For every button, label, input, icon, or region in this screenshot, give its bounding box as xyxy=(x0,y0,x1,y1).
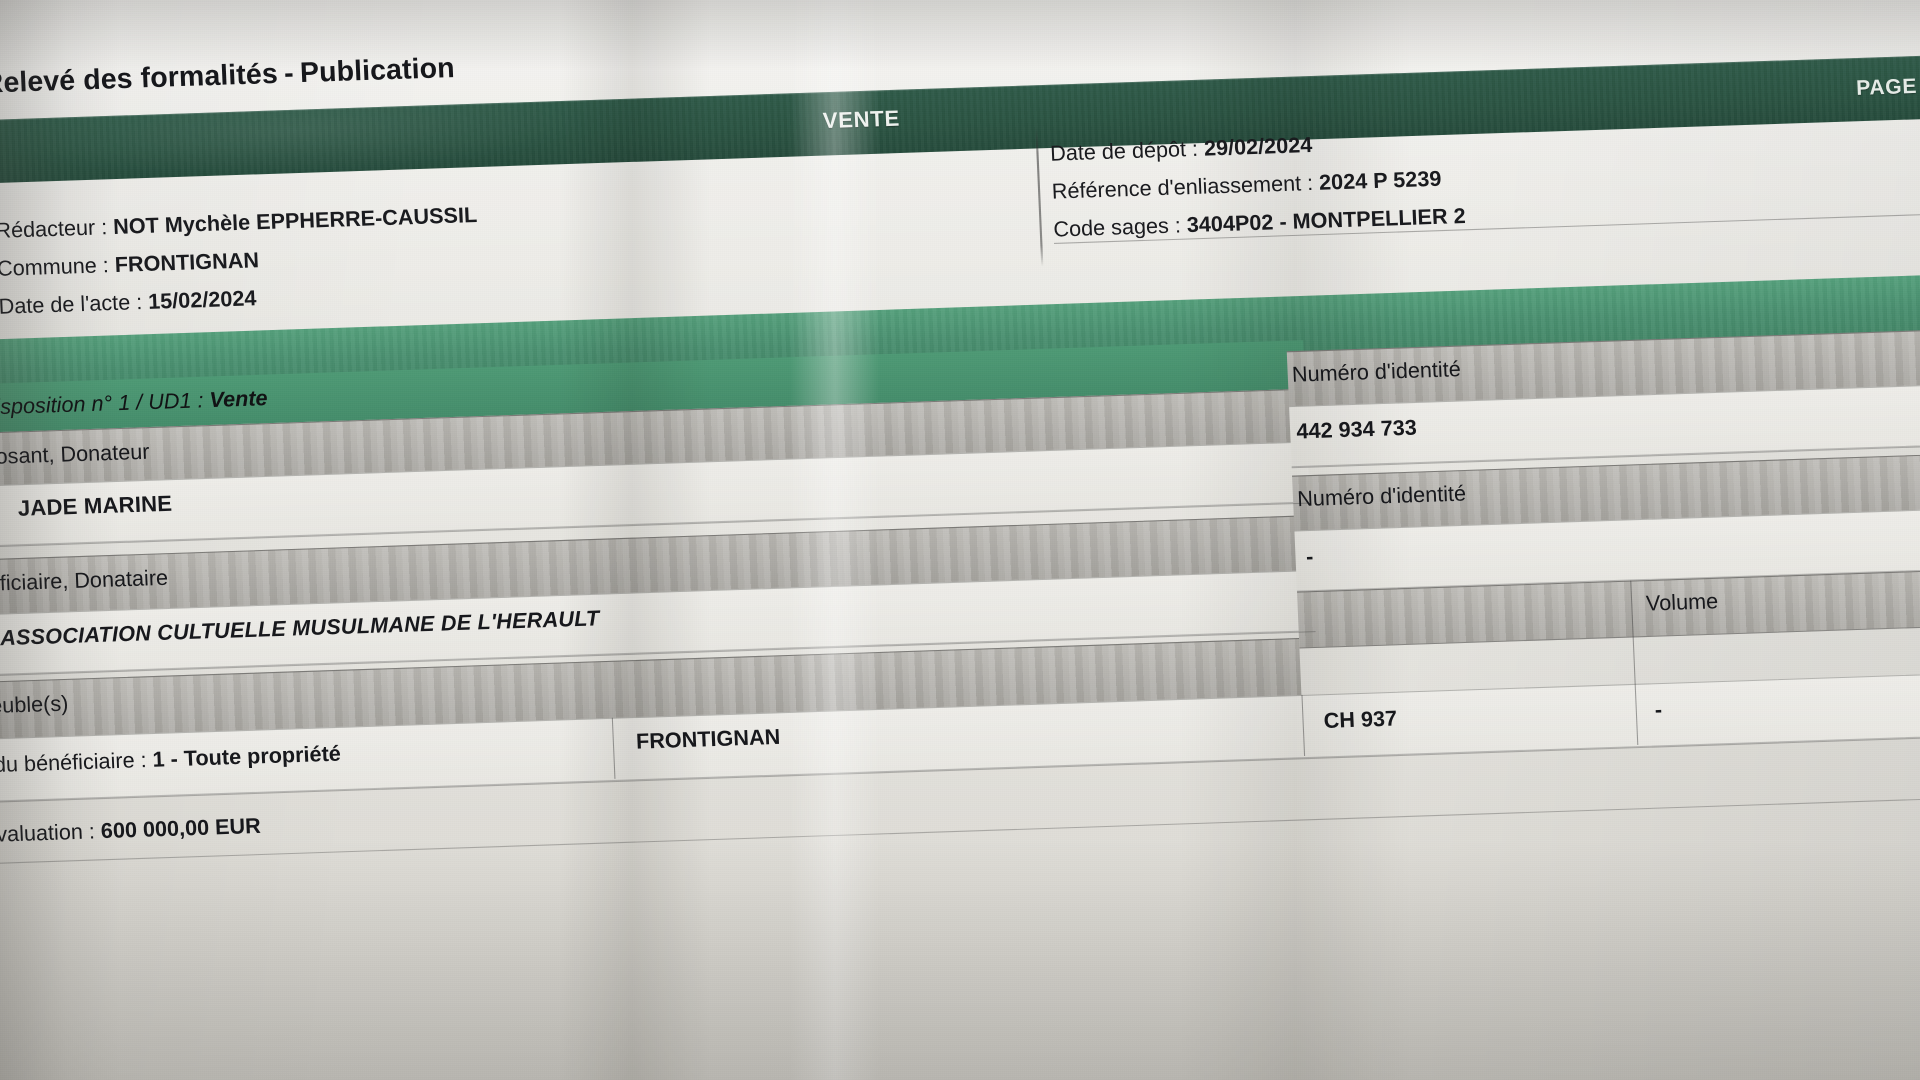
header-field-redacteur-label: Rédacteur : xyxy=(0,215,108,244)
droit-beneficiaire-value: 1 - Toute propriété xyxy=(152,741,342,773)
disposant-id-value: 442 934 733 xyxy=(1295,415,1418,444)
page-title: Relevé des formalités - Publication xyxy=(0,46,637,100)
prix-row-rule xyxy=(0,796,1920,866)
header-left-column: Rédacteur : NOT Mychèle EPPHERRE-CAUSSIL… xyxy=(0,186,801,326)
prix-evaluation-row: Prix/évaluation : 600 000,00 EUR xyxy=(0,814,261,850)
immeubles-section-header-label: Immeuble(s) xyxy=(0,691,69,720)
header-field-code-sages-value: 3404P02 - MONTPELLIER 2 xyxy=(1186,203,1467,238)
header-field-reference-label: Référence d'enliassement : xyxy=(1051,171,1314,204)
immeuble-commune: FRONTIGNAN xyxy=(635,724,781,754)
page-title-main: Relevé des formalités xyxy=(0,57,279,99)
header-field-commune-label: Commune : xyxy=(0,253,110,282)
header-field-redacteur-value: NOT Mychèle EPPHERRE-CAUSSIL xyxy=(112,202,478,240)
header-field-date-depot-value: 29/02/2024 xyxy=(1203,133,1313,161)
immeuble-volume-value: - xyxy=(1654,697,1663,723)
header-field-date-depot-label: Date de dépôt : xyxy=(1049,136,1199,166)
header-field-date-acte-label: Date de l'acte : xyxy=(0,290,143,320)
header-field-commune-value: FRONTIGNAN xyxy=(114,248,260,278)
header-field-date-acte-value: 15/02/2024 xyxy=(147,286,257,315)
page-indicator: PAGE 4 xyxy=(1855,74,1920,101)
volume-column-header: Volume xyxy=(1645,589,1719,616)
prix-evaluation-label: Prix/évaluation : xyxy=(0,819,96,849)
disposition-label-value: Vente xyxy=(208,386,269,413)
page-title-separator: - xyxy=(283,57,295,89)
header-right-column: Date de dépôt : 29/02/2024 Référence d'e… xyxy=(1049,111,1792,249)
prix-evaluation-value: 600 000,00 EUR xyxy=(100,813,262,844)
banner-type-label: VENTE xyxy=(822,106,901,134)
beneficiaire-id-value: - xyxy=(1305,544,1314,570)
header-field-code-sages-label: Code sages : xyxy=(1052,213,1182,242)
disposant-name: JADE MARINE xyxy=(17,491,173,522)
immeuble-reference: CH 937 xyxy=(1323,706,1398,734)
header-field-reference-value: 2024 P 5239 xyxy=(1318,166,1442,196)
page-title-sub: Publication xyxy=(299,51,456,89)
